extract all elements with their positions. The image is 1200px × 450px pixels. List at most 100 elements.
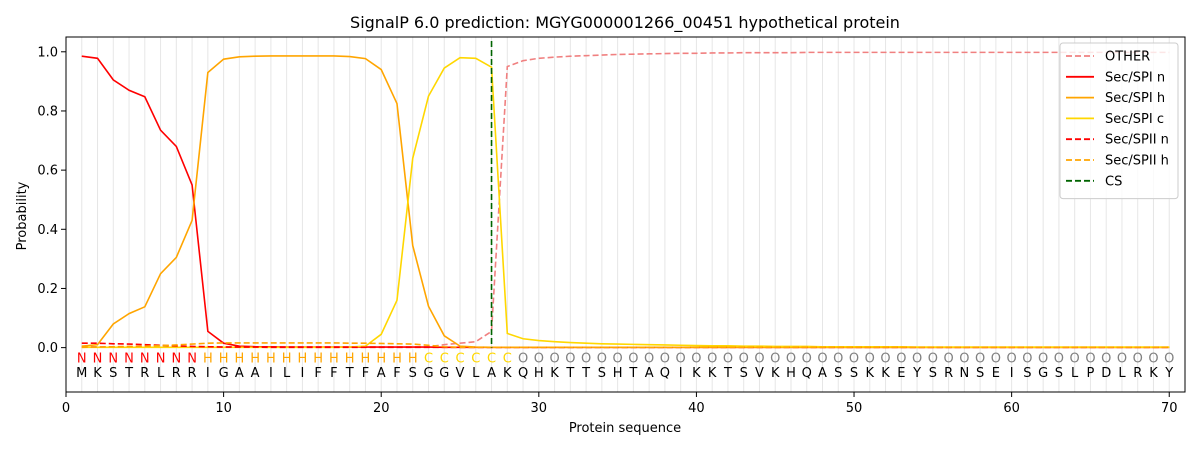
residue-letter: R <box>172 366 181 381</box>
region-label: O <box>896 351 906 366</box>
residue-letter: A <box>235 366 244 381</box>
residue-letter: K <box>503 366 512 381</box>
region-label: O <box>880 351 890 366</box>
residue-letter: I <box>1010 366 1014 381</box>
region-label: N <box>156 351 166 366</box>
residue-letter: I <box>269 366 273 381</box>
x-tick-label: 10 <box>215 401 232 416</box>
residue-letter: Y <box>1164 366 1173 381</box>
legend-entry: Sec/SPII n <box>1105 133 1169 148</box>
region-label: H <box>298 351 308 366</box>
residue-letter: K <box>708 366 717 381</box>
region-label: O <box>991 351 1001 366</box>
region-label: H <box>376 351 386 366</box>
region-label: O <box>959 351 969 366</box>
residue-letter: A <box>377 366 386 381</box>
x-tick-label: 30 <box>531 401 548 416</box>
residue-letter: R <box>140 366 149 381</box>
residue-letter: T <box>581 366 590 381</box>
x-tick-label: 40 <box>688 401 705 416</box>
residue-letter: V <box>755 366 764 381</box>
region-label: N <box>171 351 181 366</box>
y-tick-label: 0.2 <box>37 282 58 297</box>
residue-letter: F <box>362 366 369 381</box>
residue-letter: T <box>565 366 574 381</box>
region-label: O <box>833 351 843 366</box>
residue-letter: G <box>219 366 229 381</box>
region-label: O <box>691 351 701 366</box>
chart-title: SignalP 6.0 prediction: MGYG000001266_00… <box>350 13 900 33</box>
region-label: C <box>440 351 449 366</box>
legend-entry: Sec/SPII h <box>1105 154 1169 169</box>
y-axis-label: Probability <box>15 181 30 250</box>
region-label: C <box>455 351 464 366</box>
region-label: O <box>865 351 875 366</box>
region-label: O <box>849 351 859 366</box>
region-label: O <box>518 351 528 366</box>
residue-letter: A <box>487 366 496 381</box>
sequence-letters: NMNKNSNTNRNLNRNRHIHGHAHAHIHLHIHFHFHTHFHA… <box>76 351 1174 381</box>
region-label: O <box>1117 351 1127 366</box>
residue-letter: L <box>472 366 480 381</box>
region-label: O <box>628 351 638 366</box>
region-label: N <box>187 351 197 366</box>
residue-letter: Q <box>660 366 670 381</box>
residue-letter: K <box>93 366 102 381</box>
region-label: O <box>613 351 623 366</box>
residue-letter: F <box>314 366 321 381</box>
y-tick-label: 0.4 <box>37 223 58 238</box>
x-tick-label: 0 <box>62 401 70 416</box>
region-label: N <box>108 351 118 366</box>
residue-letter: H <box>534 366 544 381</box>
residue-letter: T <box>723 366 732 381</box>
y-tick-label: 0.8 <box>37 104 58 119</box>
legend-entry: Sec/SPI h <box>1105 91 1165 106</box>
region-label: O <box>676 351 686 366</box>
residue-letter: N <box>959 366 969 381</box>
region-label: O <box>943 351 953 366</box>
y-tick-label: 0.0 <box>37 341 58 356</box>
residue-letter: I <box>300 366 304 381</box>
residue-letter: M <box>76 366 87 381</box>
region-label: O <box>1038 351 1048 366</box>
region-label: H <box>203 351 213 366</box>
region-label: O <box>1164 351 1174 366</box>
x-axis-label: Protein sequence <box>569 421 681 436</box>
residue-letter: R <box>944 366 953 381</box>
residue-letter: K <box>881 366 890 381</box>
residue-letter: V <box>456 366 465 381</box>
y-tick-label: 1.0 <box>37 45 58 60</box>
residue-letter: K <box>771 366 780 381</box>
region-label: O <box>1133 351 1143 366</box>
region-label: O <box>1101 351 1111 366</box>
region-label: H <box>219 351 229 366</box>
axes: 0 10 20 30 40 50 60 70 0.0 0.2 0.4 0.6 0.8 1.0 <box>37 36 1186 416</box>
residue-letter: Q <box>802 366 812 381</box>
residue-letter: K <box>550 366 559 381</box>
region-label: O <box>707 351 717 366</box>
region-label: O <box>817 351 827 366</box>
x-tick-label: 70 <box>1161 401 1178 416</box>
region-label: O <box>786 351 796 366</box>
grid-lines <box>81 37 1170 392</box>
region-label: H <box>250 351 260 366</box>
residue-letter: T <box>345 366 354 381</box>
region-label: N <box>140 351 150 366</box>
region-label: H <box>361 351 371 366</box>
axes-frame <box>65 36 1186 393</box>
region-label: O <box>565 351 575 366</box>
residue-letter: K <box>866 366 875 381</box>
residue-letter: K <box>692 366 701 381</box>
region-label: C <box>471 351 480 366</box>
residue-letter: Q <box>518 366 528 381</box>
region-label: O <box>1085 351 1095 366</box>
residue-letter: S <box>929 366 937 381</box>
residue-letter: P <box>1087 366 1095 381</box>
region-label: O <box>739 351 749 366</box>
residue-letter: S <box>740 366 748 381</box>
residue-letter: S <box>1055 366 1063 381</box>
residue-letter: I <box>206 366 210 381</box>
region-label: O <box>802 351 812 366</box>
region-label: O <box>912 351 922 366</box>
